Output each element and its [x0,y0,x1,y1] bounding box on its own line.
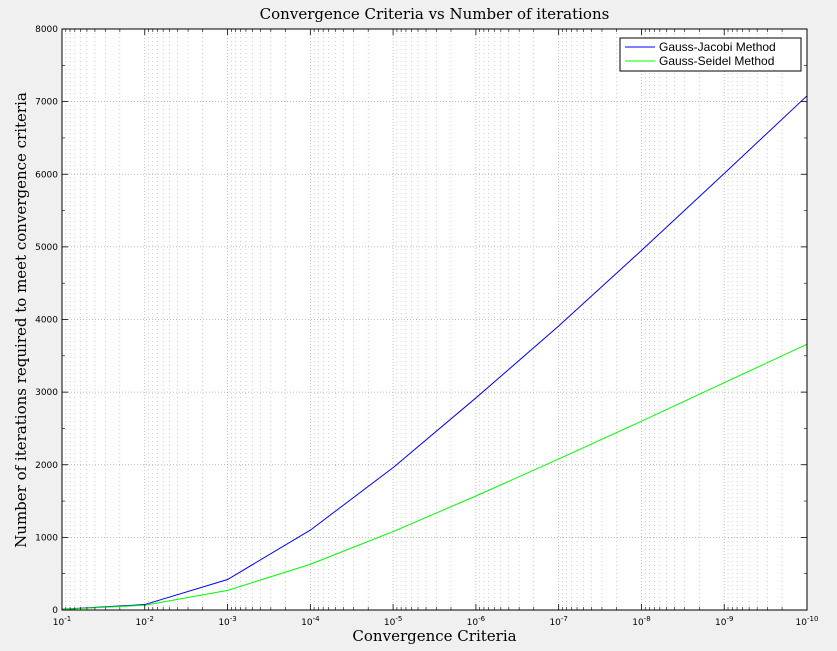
x-tick-label: 10-5 [384,615,402,628]
x-tick-labels: 10-1 10-2 10-3 10-4 10-5 10-6 10-7 10-8 10-9 10-1… [53,615,819,628]
x-tick-exponent: -3 [230,615,237,623]
y-tick-label: 4000 [35,316,58,326]
x-tick-label: 10-7 [549,615,567,628]
x-tick-base: 10 [384,618,396,628]
chart-title: Convergence Criteria vs Number of iterat… [260,5,610,23]
x-tick-exponent: -4 [313,615,321,623]
y-tick-label: 1000 [35,533,58,543]
x-tick-base: 10 [136,618,148,628]
x-tick-exponent: -9 [726,615,733,623]
x-tick-label: 10-9 [715,615,733,628]
y-tick-label: 2000 [35,461,58,471]
x-tick-base: 10 [549,618,561,628]
y-tick-label: 7000 [35,98,58,108]
x-tick-exponent: -7 [561,615,568,623]
y-axis-label: Number of iterations required to meet co… [12,92,30,548]
x-tick-label: 10-3 [218,615,236,628]
legend-box [619,37,802,72]
x-tick-exponent: -6 [478,615,486,623]
y-tick-labels: 0 1000 2000 3000 4000 5000 6000 7000 8000 [35,25,58,616]
x-tick-exponent: -8 [644,615,651,623]
x-tick-exponent: -1 [64,615,71,623]
legend: Gauss-Jacobi Method Gauss-Seidel Method [619,37,802,72]
y-tick-label: 0 [52,606,58,616]
x-tick-label: 10-6 [467,615,486,628]
x-tick-base: 10 [218,618,230,628]
series-layer [61,95,808,610]
major-grid [62,29,807,610]
x-tick-exponent: -2 [147,615,154,623]
x-tick-base: 10 [467,618,479,628]
minor-grid [65,29,783,610]
y-tick-label: 6000 [35,170,58,180]
x-tick-base: 10 [301,618,313,628]
x-tick-label: 10-4 [301,615,320,628]
x-tick-exponent: -5 [395,615,402,623]
y-tick-label: 5000 [35,243,58,253]
x-tick-base: 10 [53,618,65,628]
x-tick-label: 10-2 [136,615,154,628]
x-tick-label: 10-10 [796,615,819,628]
x-axis-label: Convergence Criteria [352,627,516,645]
x-tick-base: 10 [715,618,727,628]
x-tick-exponent: -10 [807,615,818,623]
legend-label-gauss-seidel: Gauss-Seidel Method [659,54,774,68]
x-tick-base: 10 [796,618,808,628]
y-tick-label: 8000 [35,25,58,35]
x-tick-label: 10-8 [632,615,650,628]
series-line-gauss-jacobi-method [61,95,808,610]
series-line-gauss-seidel-method [61,343,808,610]
x-tick-label: 10-1 [53,615,71,628]
ticks-layer [61,28,808,611]
y-tick-label: 3000 [35,388,58,398]
legend-label-gauss-jacobi: Gauss-Jacobi Method [659,40,776,54]
x-tick-base: 10 [632,618,644,628]
